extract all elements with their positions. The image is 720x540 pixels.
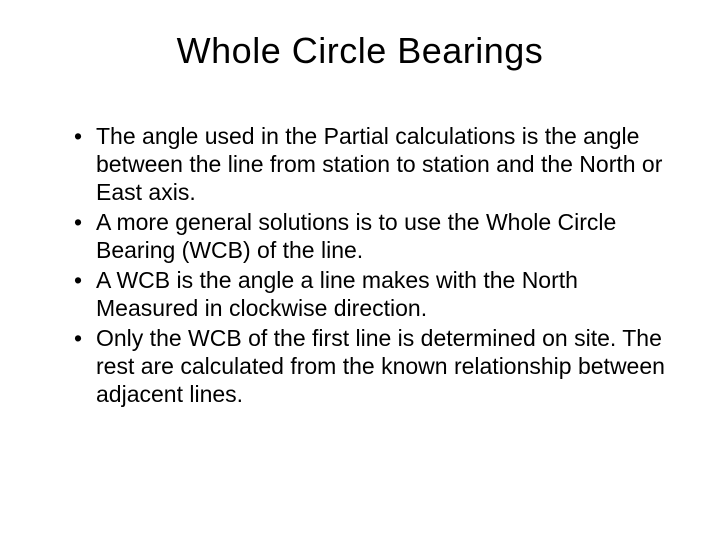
slide-title: Whole Circle Bearings xyxy=(50,30,670,72)
bullet-list: The angle used in the Partial calculatio… xyxy=(50,122,670,408)
slide: Whole Circle Bearings The angle used in … xyxy=(0,0,720,540)
bullet-item: The angle used in the Partial calculatio… xyxy=(74,122,670,206)
bullet-item: Only the WCB of the first line is determ… xyxy=(74,324,670,408)
bullet-item: A more general solutions is to use the W… xyxy=(74,208,670,264)
bullet-item: A WCB is the angle a line makes with the… xyxy=(74,266,670,322)
